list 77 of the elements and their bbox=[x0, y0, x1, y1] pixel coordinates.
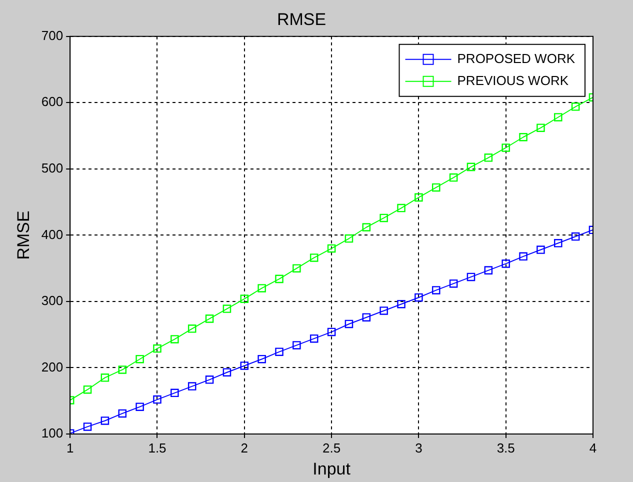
y-tick-label: 600 bbox=[41, 94, 64, 110]
point bbox=[571, 102, 580, 111]
point bbox=[484, 266, 493, 274]
point bbox=[397, 300, 406, 308]
point bbox=[397, 204, 406, 212]
point bbox=[240, 362, 249, 370]
y-tick-label: 100 bbox=[41, 426, 64, 441]
point bbox=[118, 409, 127, 418]
point bbox=[275, 274, 284, 284]
x-tick-label: 1 bbox=[66, 440, 74, 456]
point bbox=[205, 314, 214, 323]
chart-title: RMSE bbox=[276, 10, 326, 29]
point bbox=[362, 223, 371, 232]
point bbox=[554, 239, 562, 248]
point bbox=[258, 284, 266, 292]
y-tick-label: 200 bbox=[41, 359, 64, 374]
point bbox=[188, 324, 196, 333]
point bbox=[222, 368, 232, 377]
x-tick-label: 3.5 bbox=[496, 440, 515, 456]
x-tick-label: 4 bbox=[589, 440, 597, 456]
point bbox=[118, 366, 127, 374]
point bbox=[136, 354, 144, 364]
point bbox=[136, 402, 144, 411]
point bbox=[258, 354, 266, 364]
point bbox=[414, 193, 423, 202]
point bbox=[292, 264, 301, 272]
x-tick-label: 1.5 bbox=[148, 440, 166, 456]
point bbox=[449, 279, 458, 288]
y-tick-label: 500 bbox=[41, 160, 64, 176]
y-tick-label: 400 bbox=[41, 226, 64, 242]
point bbox=[327, 328, 336, 336]
point bbox=[170, 335, 179, 344]
y-axis-title: RMSE bbox=[14, 210, 33, 260]
point bbox=[240, 294, 249, 303]
point bbox=[432, 286, 440, 294]
point bbox=[484, 154, 493, 162]
point bbox=[519, 252, 528, 261]
point bbox=[536, 246, 545, 254]
point bbox=[502, 144, 510, 152]
x-tick-label: 2.5 bbox=[322, 440, 341, 456]
point bbox=[554, 113, 562, 122]
point bbox=[466, 272, 476, 282]
x-tick-label: 3 bbox=[415, 440, 422, 456]
point bbox=[100, 374, 110, 382]
point bbox=[188, 382, 196, 390]
point bbox=[100, 416, 110, 425]
point bbox=[153, 344, 162, 353]
point bbox=[502, 260, 510, 268]
point bbox=[310, 334, 318, 343]
point bbox=[432, 183, 440, 192]
point bbox=[83, 385, 92, 394]
point bbox=[449, 173, 458, 182]
y-tick-label: 700 bbox=[41, 28, 64, 43]
point bbox=[310, 254, 318, 262]
y-tick-label: 300 bbox=[41, 293, 64, 308]
point bbox=[380, 214, 388, 222]
point bbox=[205, 376, 214, 384]
point bbox=[170, 388, 179, 398]
point bbox=[362, 313, 371, 322]
x-axis-title: Input bbox=[312, 459, 351, 478]
point bbox=[519, 132, 528, 142]
legend-label: PROPOSED WORK bbox=[457, 50, 576, 66]
point bbox=[536, 124, 545, 132]
point bbox=[571, 232, 580, 241]
point bbox=[344, 320, 354, 328]
point bbox=[83, 422, 92, 431]
point bbox=[292, 341, 301, 350]
x-tick-label: 2 bbox=[240, 440, 248, 456]
point bbox=[327, 244, 336, 253]
point bbox=[222, 304, 232, 313]
legend-label: PREVIOUS WORK bbox=[457, 72, 569, 88]
point bbox=[380, 306, 388, 315]
point bbox=[414, 293, 423, 302]
point bbox=[344, 234, 354, 243]
point bbox=[466, 162, 476, 172]
point bbox=[275, 348, 284, 356]
point bbox=[153, 395, 162, 404]
